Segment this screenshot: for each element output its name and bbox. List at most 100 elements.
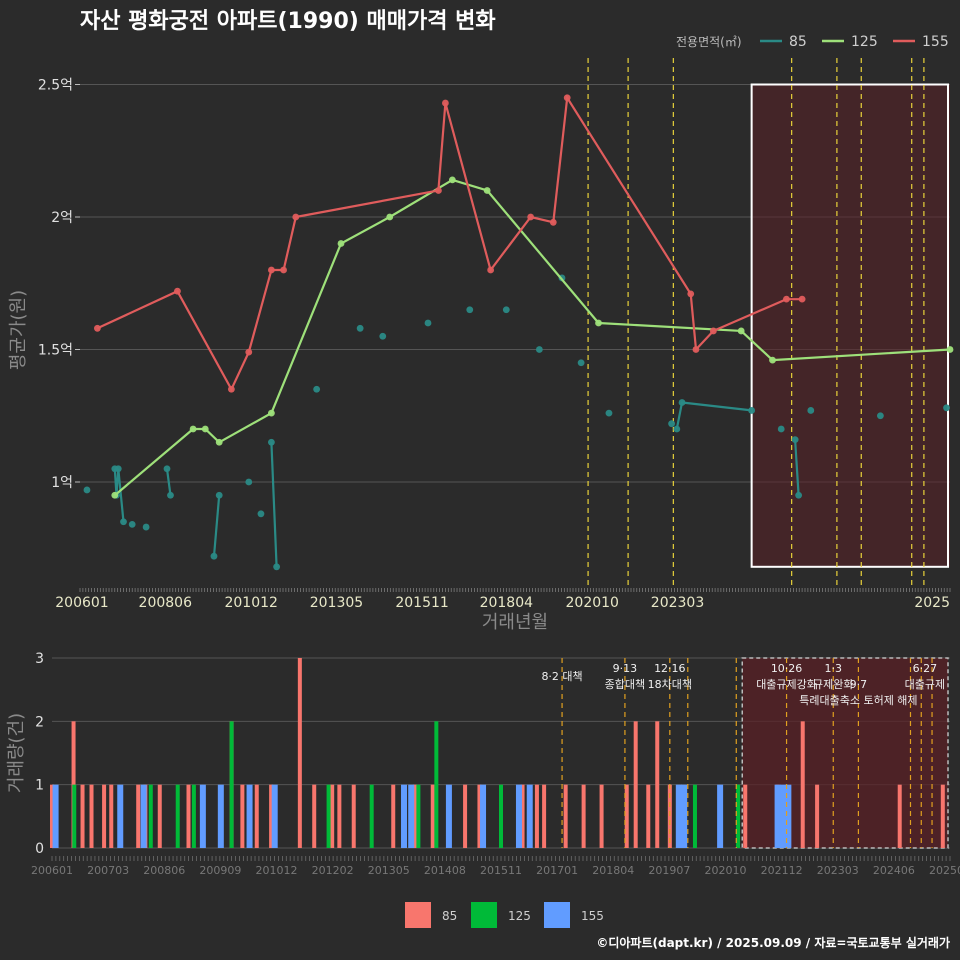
bar-85 — [71, 721, 76, 848]
bar-y-axis-title: 거래량(건) — [6, 713, 27, 793]
point-85 — [210, 552, 218, 560]
bottom-bars — [50, 658, 945, 848]
point-85 — [678, 399, 686, 406]
point-125 — [201, 425, 209, 433]
point-155 — [687, 290, 695, 298]
bottom-panel: 8·2 대책 9·13 종합대책 12·16 18차대책 10·26 대출규제강화 1·3 규제… — [31, 651, 960, 877]
policy-labels: 8·2 대책 9·13 종합대책 12·16 18차대책 10·26 대출규제강화 1·3 규제… — [541, 662, 945, 707]
legend-label-125: 125 — [851, 34, 878, 50]
bar-85 — [624, 784, 629, 848]
bar-85 — [563, 784, 568, 848]
bar-85 — [633, 721, 638, 848]
bar-155 — [217, 784, 224, 848]
point-155 — [442, 99, 449, 107]
bar-x-tick-label: 202303 — [817, 864, 859, 877]
policy-label: 대출규제강화 — [756, 678, 817, 691]
bar-155 — [480, 784, 487, 848]
bar-85 — [157, 784, 162, 848]
point-155 — [563, 94, 571, 102]
shade-box — [750, 83, 950, 568]
top-series — [83, 94, 954, 571]
bar-155 — [199, 784, 206, 848]
bar-85 — [80, 784, 85, 848]
y-tick-label: 2.5억 — [38, 78, 73, 94]
point-155 — [709, 327, 717, 335]
point-155 — [227, 385, 235, 393]
bar-legend-label-155: 155 — [581, 909, 604, 923]
point-85 — [535, 346, 543, 353]
bar-x-tick-label: 201701 — [536, 864, 578, 877]
bar-x-tick-label: 202112 — [761, 864, 803, 877]
policy-label: 18차대책 — [648, 678, 692, 691]
bar-y-tick-label: 1 — [35, 778, 44, 794]
series-segment-85 — [165, 468, 172, 496]
policy-label: 10·26 — [771, 662, 803, 675]
top-panel: 1억 1.5억 2억 2.5억 200601 200806 201012 201305 2015… — [38, 58, 954, 611]
bar-x-tick-label: 201804 — [592, 864, 634, 877]
bar-85 — [337, 784, 342, 848]
bar-155 — [401, 784, 408, 848]
bar-85 — [391, 784, 396, 848]
bar-85 — [186, 784, 191, 848]
point-155 — [527, 213, 535, 221]
series-segment-85 — [212, 495, 221, 557]
bar-85 — [351, 784, 356, 848]
point-85 — [215, 491, 223, 499]
bar-155 — [140, 784, 147, 848]
point-125 — [111, 491, 119, 499]
bar-85 — [240, 784, 245, 848]
bottom-legend: 85 125 155 — [405, 902, 604, 928]
bar-85 — [542, 784, 547, 848]
top-axes: 1억 1.5억 2억 2.5억 200601 200806 201012 201305 2015… — [38, 78, 951, 611]
bar-85 — [815, 784, 820, 848]
bar-x-tick-label: 200601 — [31, 864, 73, 877]
bar-85 — [940, 784, 945, 848]
bar-85 — [430, 784, 435, 848]
point-85 — [943, 404, 950, 412]
point-125 — [595, 319, 602, 327]
point-85 — [748, 407, 756, 414]
point-125 — [337, 240, 345, 247]
point-85 — [83, 486, 91, 494]
policy-label: 종합대책 — [605, 678, 645, 691]
point-85 — [356, 324, 364, 332]
point-125 — [215, 438, 223, 446]
bar-85 — [646, 784, 651, 848]
bar-85 — [463, 784, 468, 848]
point-125 — [448, 176, 456, 184]
bar-x-tick-label: 201907 — [648, 864, 690, 877]
legend-label-85: 85 — [789, 34, 807, 50]
source-caption: ©디아파트(dapt.kr) / 2025.09.09 / 자료=국토교통부 실… — [596, 935, 950, 950]
point-85 — [605, 409, 613, 417]
bar-155 — [515, 784, 522, 848]
point-85 — [577, 359, 585, 367]
policy-label: 6·27 — [913, 662, 938, 675]
point-155 — [435, 187, 442, 194]
bar-x-tick-label: 202010 — [705, 864, 747, 877]
top-policy-lines — [587, 58, 925, 588]
top-legend: 전용면적(㎡) 85 125 155 — [676, 34, 949, 50]
bar-125 — [692, 784, 697, 848]
point-85 — [673, 425, 681, 433]
bar-125 — [191, 784, 196, 848]
policy-label: 규제완화 — [813, 678, 853, 691]
point-155 — [280, 266, 287, 274]
point-85 — [142, 523, 150, 531]
point-85 — [167, 491, 174, 499]
bar-85 — [477, 784, 482, 848]
bar-85 — [89, 784, 94, 848]
y-tick-label: 1억 — [51, 475, 73, 491]
bar-125 — [148, 784, 153, 848]
bar-85 — [743, 784, 748, 848]
bar-85 — [297, 658, 302, 848]
bar-y-tick-label: 3 — [35, 651, 44, 667]
point-85 — [424, 319, 432, 327]
bar-y-tick-label: 0 — [35, 841, 44, 857]
point-155 — [174, 287, 181, 295]
point-85 — [273, 563, 281, 571]
bar-x-tick-label: 202406 — [873, 864, 915, 877]
legend-label-155: 155 — [922, 34, 949, 50]
bar-155 — [779, 784, 786, 848]
point-125 — [189, 425, 197, 433]
point-85 — [114, 465, 122, 473]
